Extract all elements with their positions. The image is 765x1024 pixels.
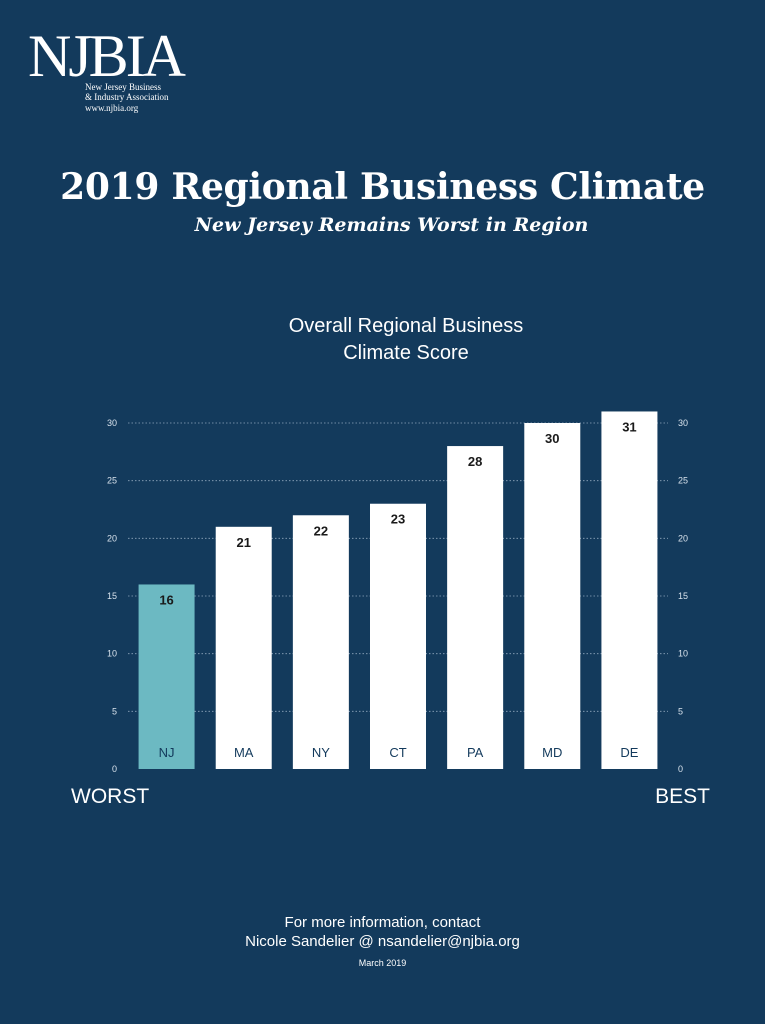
page-title: 2019 Regional Business Climate — [60, 166, 705, 208]
category-label: NY — [312, 745, 330, 760]
y-tick-label-right: 25 — [678, 476, 688, 486]
logo-line-1: New Jersey Business — [85, 82, 161, 92]
y-tick-label-left: 5 — [112, 706, 117, 716]
logo-url: www.njbia.org — [85, 103, 139, 113]
bar-value-label: 30 — [545, 431, 559, 446]
bar-pa — [447, 446, 504, 769]
bar-value-label: 21 — [236, 535, 250, 550]
logo-line-2: & Industry Association — [85, 92, 169, 102]
category-label: MA — [234, 745, 254, 760]
y-tick-label-left: 25 — [107, 476, 117, 486]
category-label: DE — [620, 745, 638, 760]
chart-title: Overall Regional Business Climate Score — [0, 313, 765, 367]
bar-value-label: 16 — [159, 592, 173, 607]
bar-value-label: 23 — [391, 512, 405, 527]
category-label: NJ — [159, 745, 175, 760]
bar-md — [524, 423, 581, 769]
category-label: MD — [542, 745, 562, 760]
y-tick-label-left: 10 — [107, 649, 117, 659]
y-tick-label-left: 20 — [107, 533, 117, 543]
logo-wordmark: NJBIA — [28, 23, 186, 89]
bar-de — [601, 411, 658, 769]
y-tick-label-right: 30 — [678, 418, 688, 428]
y-tick-label-left: 15 — [107, 591, 117, 601]
bar-value-label: 28 — [468, 454, 482, 469]
y-tick-label-left: 0 — [112, 764, 117, 774]
worst-label: WORST — [71, 785, 150, 808]
bar-ny — [292, 515, 349, 769]
bar-ct — [370, 503, 426, 769]
y-tick-label-right: 15 — [678, 591, 688, 601]
best-label: BEST — [655, 785, 710, 808]
bar-value-label: 31 — [622, 419, 636, 434]
chart-title-text: Overall Regional Business Climate Score — [288, 315, 524, 364]
y-tick-label-right: 0 — [678, 764, 683, 774]
y-tick-label-right: 10 — [678, 649, 688, 659]
footer-date: March 2019 — [358, 958, 407, 968]
bar-nj — [138, 584, 195, 769]
y-tick-label-right: 20 — [678, 533, 688, 543]
bar-ma — [215, 526, 272, 769]
njbia-logo: NJBIA New Jersey Business & Industry Ass… — [28, 23, 188, 113]
y-tick-label-left: 30 — [107, 418, 117, 428]
footer-contact-name: Nicole Sandelier @ nsandelier@njbia.org — [245, 933, 520, 950]
page-subtitle: New Jersey Remains Worst in Region — [194, 214, 589, 236]
y-tick-label-right: 5 — [678, 706, 683, 716]
category-label: CT — [389, 745, 406, 760]
category-label: PA — [467, 745, 484, 760]
footer-contact-line: For more information, contact — [284, 914, 481, 931]
bar-value-label: 22 — [314, 523, 328, 538]
